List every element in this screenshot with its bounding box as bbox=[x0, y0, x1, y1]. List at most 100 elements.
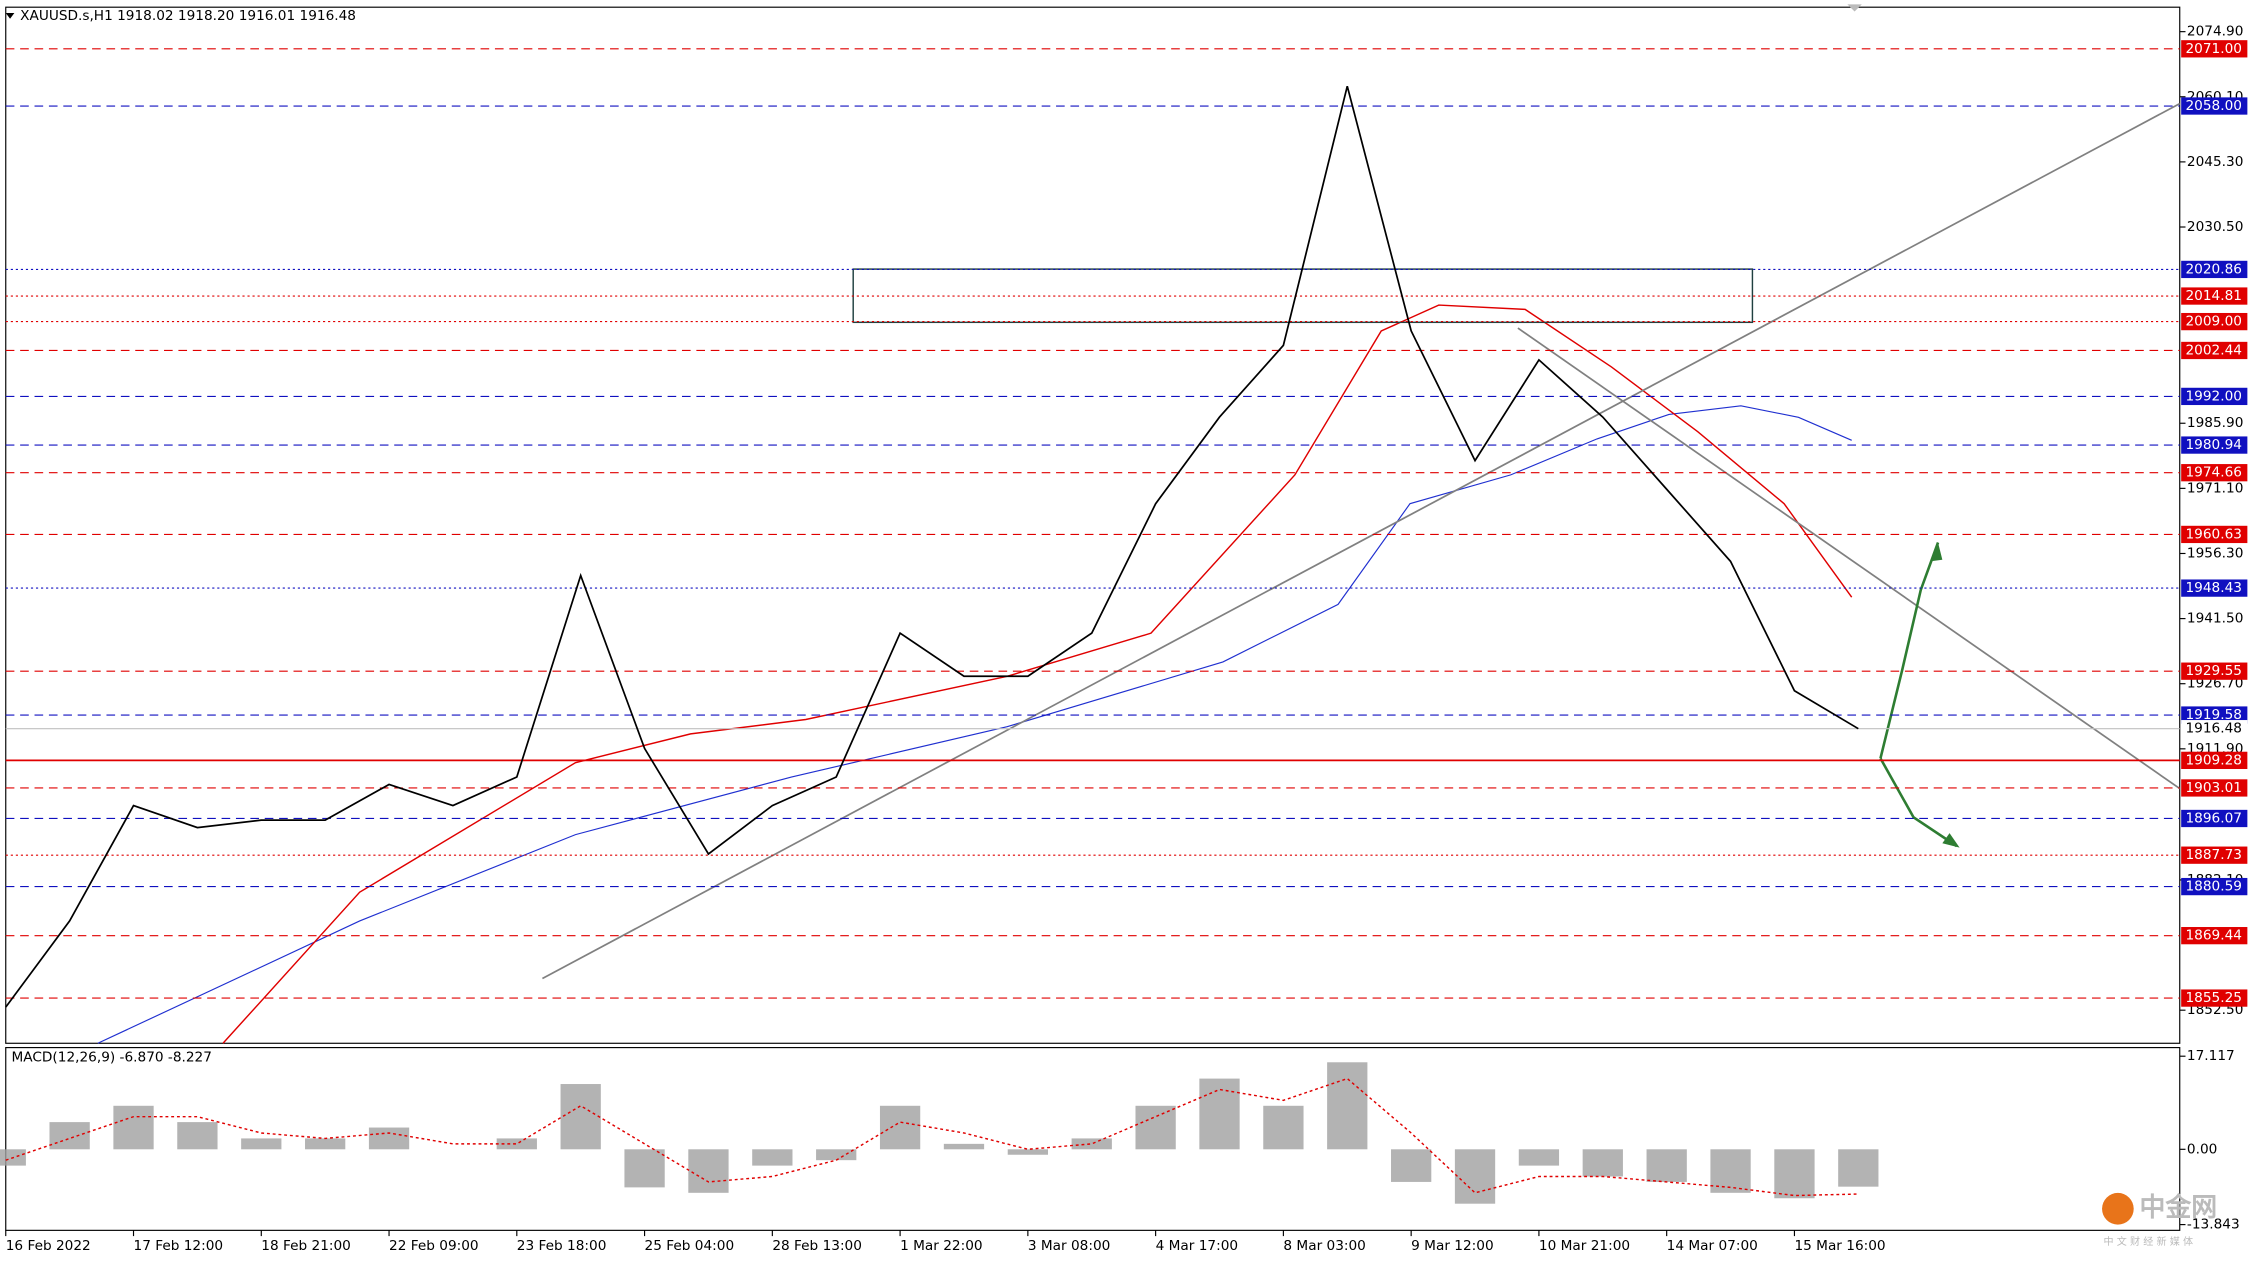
x-tick-label: 25 Feb 04:00 bbox=[645, 1238, 735, 1254]
moving-average bbox=[97, 405, 1852, 1044]
level-label-box bbox=[2181, 779, 2248, 797]
arrow-head bbox=[1942, 833, 1960, 848]
x-tick-label: 23 Feb 18:00 bbox=[517, 1238, 607, 1254]
level-label: 2002.44 bbox=[2186, 342, 2242, 358]
level-label-box bbox=[2181, 287, 2248, 305]
y-tick-label: 1941.50 bbox=[2187, 611, 2243, 627]
macd-bar bbox=[1007, 1149, 1049, 1155]
level-label: 1855.25 bbox=[2186, 990, 2242, 1006]
y-tick-label: 1985.90 bbox=[2187, 415, 2243, 431]
level-label-box bbox=[2181, 436, 2248, 454]
x-tick-label: 3 Mar 08:00 bbox=[1028, 1238, 1110, 1254]
y-tick-label: 2045.30 bbox=[2187, 154, 2243, 170]
macd-bar bbox=[1391, 1149, 1432, 1182]
level-label-box bbox=[2181, 387, 2248, 406]
macd-bar bbox=[1774, 1149, 1815, 1199]
menu-triangle[interactable] bbox=[5, 12, 15, 19]
x-tick-label: 28 Feb 13:00 bbox=[772, 1238, 862, 1254]
level-label: 2020.86 bbox=[2186, 261, 2242, 277]
bollinger-mid bbox=[222, 304, 1853, 1044]
level-label: 2009.00 bbox=[2186, 314, 2242, 330]
macd-bar bbox=[305, 1138, 346, 1150]
x-tick-label: 18 Feb 21:00 bbox=[261, 1238, 351, 1254]
y-tick-label: 17.117 bbox=[2187, 1048, 2235, 1064]
level-label-box bbox=[2181, 341, 2248, 360]
arrow-down bbox=[1879, 757, 1958, 848]
level-label: 1869.44 bbox=[2186, 928, 2242, 944]
macd-bar bbox=[879, 1105, 921, 1150]
level-label: 1916.48 bbox=[2186, 721, 2242, 737]
macd-bar bbox=[177, 1122, 218, 1150]
macd-bar bbox=[368, 1127, 410, 1150]
y-tick-label: 1956.30 bbox=[2187, 545, 2243, 561]
level-label: 2071.00 bbox=[2186, 41, 2242, 57]
level-label-box bbox=[2181, 464, 2248, 482]
y-tick-label: -13.843 bbox=[2187, 1217, 2240, 1233]
x-tick-label: 9 Mar 12:00 bbox=[1411, 1238, 1493, 1254]
level-label-box bbox=[2181, 751, 2248, 769]
macd-bar bbox=[943, 1143, 985, 1150]
level-label-box bbox=[2181, 809, 2248, 828]
level-label: 1887.73 bbox=[2186, 847, 2242, 863]
x-tick-label: 10 Mar 21:00 bbox=[1539, 1238, 1630, 1254]
y-tick-label: 2030.50 bbox=[2187, 219, 2243, 235]
macd-bar bbox=[1071, 1138, 1112, 1150]
level-label-box bbox=[2181, 720, 2248, 738]
level-label: 2014.81 bbox=[2186, 288, 2242, 304]
x-tick-label: 14 Mar 07:00 bbox=[1667, 1238, 1758, 1254]
macd-bar bbox=[1263, 1105, 1304, 1150]
level-label-box bbox=[2181, 662, 2248, 680]
level-label: 1960.63 bbox=[2186, 526, 2242, 542]
macd-bar bbox=[241, 1138, 282, 1150]
level-label: 1948.43 bbox=[2186, 580, 2242, 596]
x-tick-label: 1 Mar 22:00 bbox=[900, 1238, 982, 1254]
level-label-box bbox=[2181, 97, 2248, 115]
chart-title: XAUUSD.s,H1 1918.02 1918.20 1916.01 1916… bbox=[20, 8, 356, 24]
y-tick-label: 2074.90 bbox=[2187, 24, 2243, 40]
logo bbox=[2102, 1192, 2134, 1225]
macd-bar bbox=[1327, 1062, 1368, 1150]
level-label: 1909.28 bbox=[2186, 752, 2242, 768]
level-label-box bbox=[2181, 40, 2248, 58]
macd-bar bbox=[1518, 1149, 1560, 1166]
price-panel bbox=[5, 6, 2181, 1044]
arrow-up bbox=[1879, 542, 1940, 759]
x-tick-label: 17 Feb 12:00 bbox=[134, 1238, 224, 1254]
macd-panel bbox=[5, 1047, 2181, 1231]
trendline-down bbox=[1517, 327, 2181, 790]
level-label: 1903.01 bbox=[2186, 780, 2242, 796]
macd-bar bbox=[688, 1149, 729, 1193]
level-label: 1919.58 bbox=[2186, 707, 2242, 723]
level-label-box bbox=[2181, 312, 2248, 331]
x-tick-label: 15 Mar 16:00 bbox=[1794, 1238, 1885, 1254]
level-label: 2058.00 bbox=[2186, 98, 2242, 114]
watermark: 中金网 bbox=[2139, 1192, 2217, 1223]
signal-line bbox=[5, 1077, 1859, 1197]
level-label-box bbox=[2181, 260, 2248, 279]
level-label-box bbox=[2181, 579, 2248, 597]
macd-title: MACD(12,26,9) -6.870 -8.227 bbox=[12, 1050, 212, 1066]
x-tick-label: 16 Feb 2022 bbox=[6, 1238, 91, 1254]
trendline-up bbox=[542, 102, 2181, 980]
macd-bar bbox=[1135, 1105, 1176, 1150]
level-label-box bbox=[2181, 927, 2248, 945]
shift-marker bbox=[1847, 4, 1862, 12]
macd-bar bbox=[1454, 1149, 1496, 1204]
macd-bar bbox=[752, 1149, 793, 1166]
level-label: 1974.66 bbox=[2186, 465, 2242, 481]
macd-bar bbox=[1838, 1149, 1879, 1187]
macd-bar bbox=[49, 1122, 90, 1150]
x-tick-label: 8 Mar 03:00 bbox=[1283, 1238, 1365, 1254]
level-label-box bbox=[2181, 706, 2248, 724]
macd-bar bbox=[624, 1149, 665, 1188]
macd-bar bbox=[1582, 1149, 1623, 1177]
macd-bar bbox=[1646, 1149, 1687, 1182]
macd-bar bbox=[113, 1105, 154, 1150]
level-label: 1896.07 bbox=[2186, 810, 2242, 826]
level-label: 1880.59 bbox=[2186, 879, 2242, 895]
macd-bar bbox=[1199, 1078, 1240, 1150]
y-tick-label: 1971.10 bbox=[2187, 480, 2243, 496]
